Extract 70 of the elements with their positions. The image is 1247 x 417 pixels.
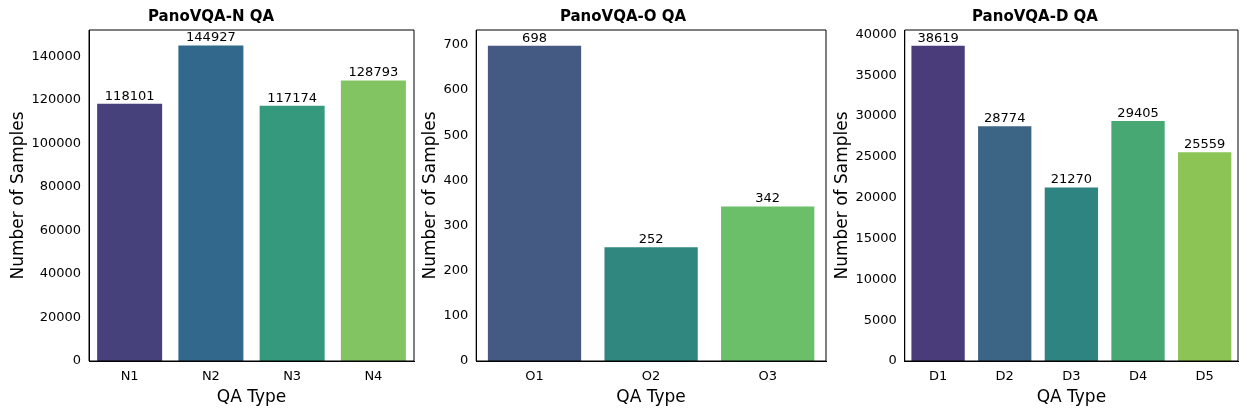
y-tick-label: 80000 [39, 178, 82, 194]
bar [259, 105, 325, 361]
y-axis-title: Number of Samples [830, 111, 851, 280]
y-tick-label: 40000 [39, 265, 82, 281]
data-label: 25559 [1184, 136, 1226, 152]
data-label: 38619 [917, 29, 959, 45]
data-label: 118101 [104, 87, 155, 103]
bar [911, 45, 965, 361]
data-label: 21270 [1050, 171, 1093, 187]
bar [1111, 120, 1165, 361]
y-tick-label: 60000 [39, 221, 82, 237]
chart-title: PanoVQA-D QA [972, 6, 1099, 25]
y-tick-label: 140000 [31, 47, 82, 63]
y-tick-label: 100000 [31, 134, 82, 150]
bar [340, 80, 406, 361]
y-tick-label: 35000 [855, 66, 897, 82]
x-tick-label: D2 [995, 368, 1014, 384]
data-label: 28774 [984, 110, 1026, 125]
x-tick-label: N2 [201, 368, 220, 384]
y-tick-label: 40000 [855, 25, 897, 41]
y-tick-label: 200 [443, 262, 469, 278]
x-tick-label: N4 [364, 368, 383, 384]
y-tick-label: 15000 [855, 229, 897, 245]
data-label: 698 [522, 29, 547, 45]
y-tick-label: 400 [443, 171, 469, 187]
bar [978, 126, 1032, 361]
chart-title: PanoVQA-O QA [559, 6, 687, 25]
x-tick-label: D4 [1128, 368, 1148, 384]
bar [1044, 187, 1099, 361]
bar [1178, 152, 1232, 361]
y-tick-label: 120000 [31, 91, 82, 107]
data-label: 144927 [186, 29, 236, 45]
bar [721, 206, 815, 361]
x-tick-label: D1 [928, 368, 948, 384]
x-tick-label: O3 [758, 368, 777, 384]
bar [178, 45, 244, 361]
y-tick-label: 30000 [855, 107, 897, 123]
data-label: 342 [755, 190, 781, 206]
y-tick-label: 300 [443, 216, 469, 232]
x-tick-label: N3 [283, 368, 302, 384]
y-tick-label: 0 [888, 352, 897, 368]
x-tick-label: D5 [1195, 368, 1214, 384]
bar [487, 45, 582, 361]
y-tick-label: 20000 [39, 308, 82, 324]
data-label: 117174 [267, 89, 317, 105]
y-tick-label: 5000 [863, 311, 897, 327]
y-tick-label: 100 [443, 307, 469, 323]
y-tick-label: 0 [459, 352, 469, 368]
y-tick-label: 0 [72, 352, 82, 368]
bar [604, 247, 698, 361]
chart-title: PanoVQA-N QA [147, 6, 275, 25]
y-tick-label: 700 [443, 36, 469, 52]
x-tick-label: O1 [525, 368, 544, 384]
x-axis-title: QA Type [1036, 386, 1107, 407]
data-label: 128793 [348, 64, 399, 80]
y-tick-label: 500 [443, 126, 469, 142]
data-label: 29405 [1117, 104, 1159, 120]
y-tick-label: 10000 [855, 270, 897, 286]
y-tick-label: 600 [443, 81, 469, 97]
x-tick-label: D3 [1062, 368, 1081, 384]
y-tick-label: 25000 [855, 148, 897, 164]
x-tick-label: O2 [641, 368, 661, 384]
bar [97, 103, 163, 361]
data-label: 252 [638, 231, 664, 247]
y-tick-label: 20000 [855, 189, 897, 205]
x-tick-label: N1 [120, 368, 139, 384]
y-axis-title: Number of Samples [418, 111, 439, 280]
x-axis-title: QA Type [616, 386, 686, 407]
y-axis-title: Number of Samples [6, 111, 27, 280]
x-axis-title: QA Type [216, 386, 287, 407]
